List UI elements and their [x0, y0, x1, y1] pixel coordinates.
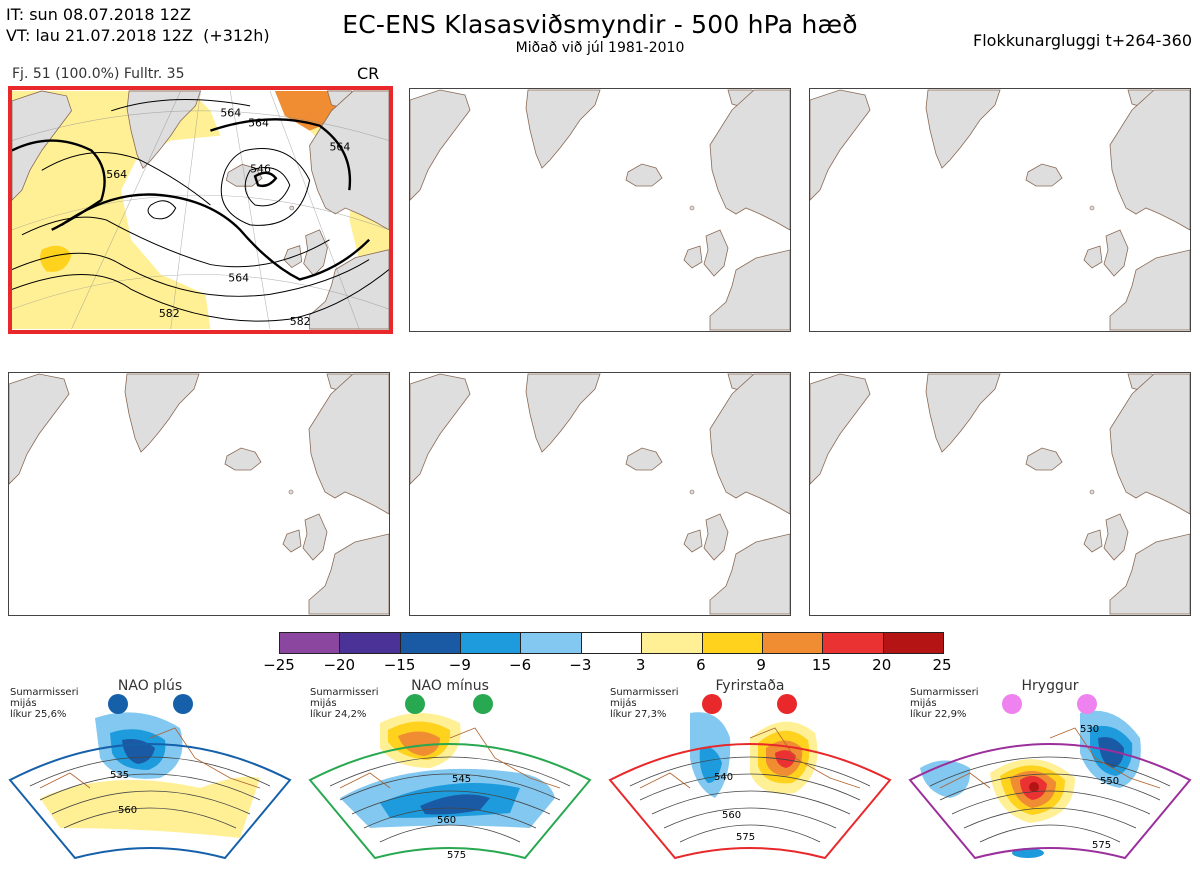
regime-name: NAO plús: [117, 678, 183, 694]
colorbar-swatch: [340, 633, 401, 653]
regime-info: Sumarmisseri mijás líkur 27,3%: [610, 687, 679, 720]
regime-marker: [777, 694, 797, 714]
regime-nao-plus: 535 560 NAO plús Sumarmisseri mijás líkur …: [0, 678, 300, 868]
colorbar-swatch: [823, 633, 884, 653]
cluster-map-6[interactable]: [809, 372, 1191, 616]
colorbar-tick-label: −25: [263, 656, 295, 674]
regime-name: Hryggur: [1021, 678, 1079, 694]
colorbar-tick-label: 15: [811, 656, 831, 674]
colorbar-tick-label: −3: [569, 656, 592, 674]
contour-label: 564: [228, 271, 249, 284]
regime-blocking: 540 560 575 Fyrirstaða Sumarmisseri mijás…: [600, 678, 900, 868]
regime-nao-minus: 545 560 575 NAO mínus Sumarmisseri mijás l…: [300, 678, 600, 868]
colorbar-swatch: [461, 633, 522, 653]
colorbar-tick-label: 25: [932, 656, 952, 674]
classification-window: Flokkunargluggi t+264-360: [973, 31, 1192, 50]
contour-label: 575: [1092, 840, 1111, 851]
regime-name: Fyrirstaða: [715, 678, 785, 694]
contour-label: 582: [159, 307, 180, 320]
colorbar: [279, 632, 944, 654]
colorbar-tick-label: 9: [756, 656, 766, 674]
cluster-info: Fj. 51 (100.0%) Fulltr. 35: [12, 66, 185, 82]
colorbar-swatch: [883, 633, 943, 653]
regime-marker: [108, 694, 128, 714]
regime-ridge: 530 550 575 Hryggur Sumarmisseri mijás lík…: [900, 678, 1200, 868]
colorbar-tick-label: 20: [872, 656, 892, 674]
contour-label: 560: [722, 810, 741, 821]
regime-name: NAO mínus: [411, 678, 489, 694]
regime-info: Sumarmisseri mijás líkur 22,9%: [910, 687, 979, 720]
cluster-map-4[interactable]: [8, 372, 390, 616]
contour-label: 550: [1100, 776, 1119, 787]
colorbar-tick-label: 6: [696, 656, 706, 674]
contour-label: 564: [248, 117, 269, 130]
contour-label: 575: [447, 850, 466, 861]
regime-marker: [405, 694, 425, 714]
colorbar-tick-label: −9: [448, 656, 471, 674]
regime-info: Sumarmisseri mijás líkur 25,6%: [10, 687, 79, 720]
regime-marker: [1002, 694, 1022, 714]
contour-label: 564: [106, 168, 127, 181]
contour-label: 535: [110, 770, 129, 781]
contour-label: 540: [714, 772, 733, 783]
cluster-map-3[interactable]: [809, 88, 1191, 332]
colorbar-swatch: [642, 633, 703, 653]
run-info: IT: sun 08.07.2018 12Z VT: lau 21.07.2018…: [6, 4, 270, 46]
contour-label: 564: [329, 140, 350, 153]
cluster-map-1[interactable]: 564 564 564 546 564 582 582 564: [8, 86, 393, 334]
contour-label: 560: [437, 815, 456, 826]
contour-label: 560: [118, 805, 137, 816]
contour-label: 575: [736, 832, 755, 843]
colorbar-tick-label: −15: [383, 656, 416, 674]
colorbar-tick-label: 3: [635, 656, 646, 674]
valid-time: VT: lau 21.07.2018 12Z (+312h): [6, 26, 270, 45]
regime-info: Sumarmisseri mijás líkur 24,2%: [310, 687, 379, 720]
contour-label: 564: [220, 107, 241, 120]
regime-marker: [173, 694, 193, 714]
regime-marker: [1077, 694, 1097, 714]
cluster-map-2[interactable]: [409, 88, 791, 332]
init-time: IT: sun 08.07.2018 12Z: [6, 5, 191, 24]
colorbar-swatch: [581, 633, 643, 653]
contour-label: 545: [452, 774, 471, 785]
regime-code: CR: [357, 64, 380, 83]
page-subtitle: Miðað við júl 1981-2010: [515, 40, 685, 56]
colorbar-tick-label: −20: [323, 656, 356, 674]
cluster-map-5[interactable]: [409, 372, 791, 616]
contour-label: 546: [250, 162, 271, 175]
colorbar-tick-label: −6: [509, 656, 532, 674]
colorbar-swatch: [702, 633, 763, 653]
contour-label: 530: [1080, 724, 1099, 735]
colorbar-swatch: [521, 633, 582, 653]
contour-label: 582: [290, 315, 311, 328]
colorbar-swatch: [762, 633, 824, 653]
colorbar-swatch: [280, 633, 341, 653]
page-title: EC-ENS Klasasviðsmyndir - 500 hPa hæð: [342, 10, 858, 39]
regime-marker: [702, 694, 722, 714]
colorbar-swatch: [400, 633, 462, 653]
regime-marker: [473, 694, 493, 714]
